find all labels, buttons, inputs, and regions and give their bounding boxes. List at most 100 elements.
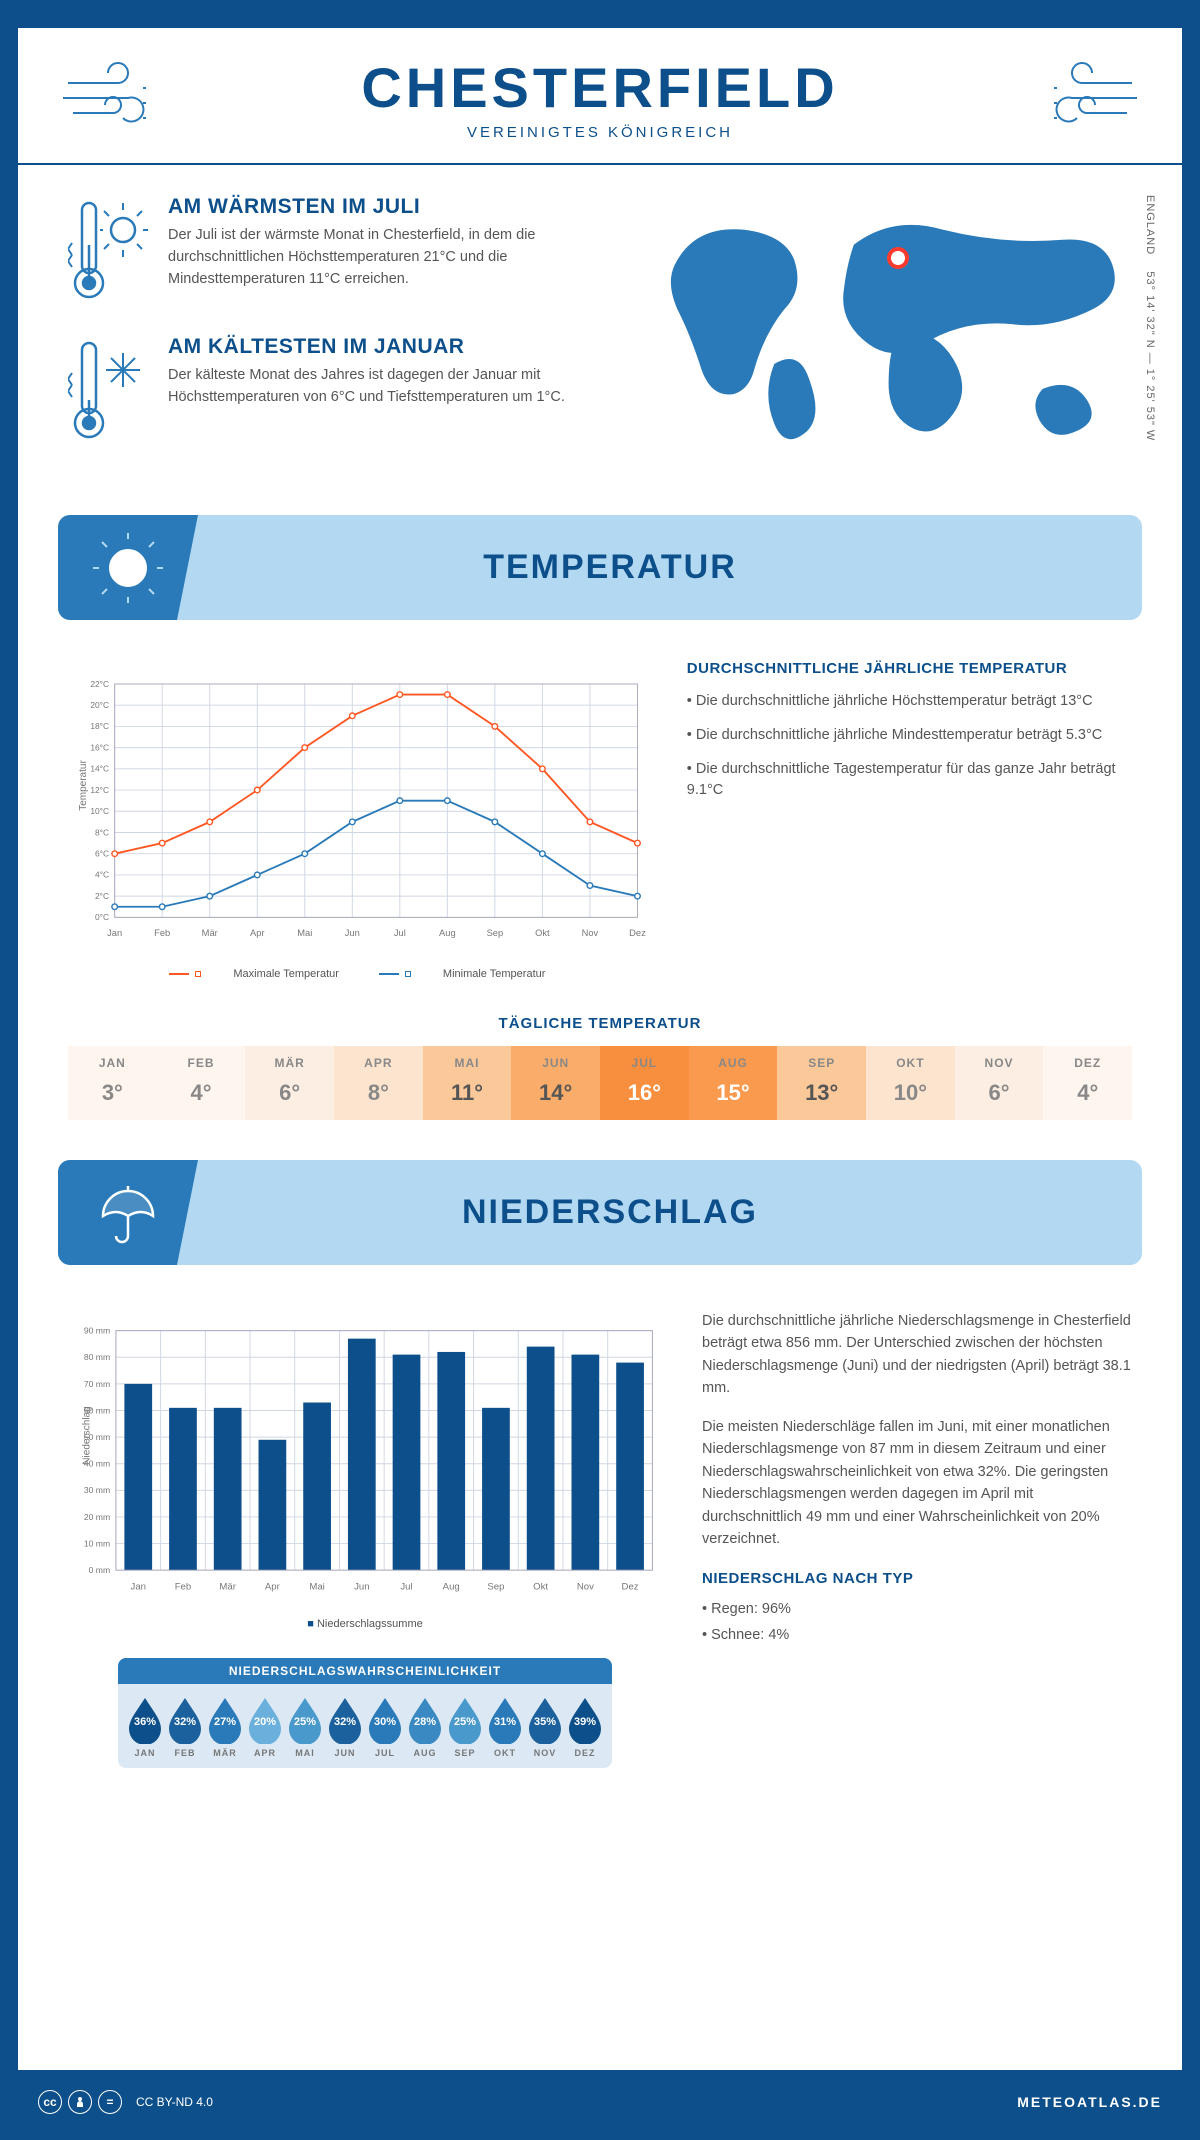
- svg-text:Dez: Dez: [622, 1581, 639, 1592]
- coordinates: ENGLAND 53° 14' 32" N — 1° 25' 53" W: [1144, 195, 1156, 441]
- wind-icon-left: [58, 53, 178, 143]
- svg-text:90 mm: 90 mm: [84, 1326, 110, 1336]
- wind-icon-right: [1022, 53, 1142, 143]
- umbrella-icon: [58, 1160, 198, 1265]
- section-banner-precip: NIEDERSCHLAG: [58, 1160, 1142, 1265]
- thermometer-snow-icon: [68, 335, 148, 450]
- temperature-summary: DURCHSCHNITTLICHE JÄHRLICHE TEMPERATUR •…: [687, 660, 1132, 980]
- daily-temp-cell: AUG15°: [689, 1046, 778, 1120]
- intro-section: AM WÄRMSTEN IM JULI Der Juli ist der wär…: [18, 165, 1182, 505]
- svg-text:2°C: 2°C: [95, 891, 109, 901]
- svg-text:14°C: 14°C: [90, 764, 109, 774]
- fact-coldest: AM KÄLTESTEN IM JANUAR Der kälteste Mona…: [68, 335, 615, 450]
- page-title: CHESTERFIELD: [178, 55, 1022, 120]
- svg-text:Okt: Okt: [535, 928, 550, 938]
- svg-text:Mär: Mär: [219, 1581, 236, 1592]
- svg-text:10 mm: 10 mm: [84, 1538, 110, 1548]
- svg-text:Jan: Jan: [131, 1581, 146, 1592]
- svg-text:4°C: 4°C: [95, 870, 109, 880]
- precip-prob-cell: 39%DEZ: [566, 1696, 604, 1758]
- svg-text:0 mm: 0 mm: [89, 1565, 111, 1575]
- daily-temp-cell: APR8°: [334, 1046, 423, 1120]
- svg-text:18°C: 18°C: [90, 721, 109, 731]
- precip-probability-panel: NIEDERSCHLAGSWAHRSCHEINLICHKEIT 36%JAN32…: [118, 1658, 612, 1768]
- svg-text:Mai: Mai: [309, 1581, 324, 1592]
- daily-temp-cell: NOV6°: [955, 1046, 1044, 1120]
- daily-temp-cell: OKT10°: [866, 1046, 955, 1120]
- daily-temp-cell: MÄR6°: [245, 1046, 334, 1120]
- precip-bar-chart: Niederschlag 0 mm10 mm20 mm30 mm40 mm50 …: [68, 1310, 662, 1798]
- svg-text:12°C: 12°C: [90, 785, 109, 795]
- precip-prob-cell: 30%JUL: [366, 1696, 404, 1758]
- svg-text:Aug: Aug: [439, 928, 456, 938]
- precip-prob-cell: 32%JUN: [326, 1696, 364, 1758]
- precip-summary: Die durchschnittliche jährliche Niedersc…: [702, 1310, 1132, 1798]
- daily-temp-cell: MAI11°: [423, 1046, 512, 1120]
- fact-warmest: AM WÄRMSTEN IM JULI Der Juli ist der wär…: [68, 195, 615, 310]
- footer: cc = CC BY-ND 4.0 METEOATLAS.DE: [18, 2082, 1182, 2122]
- precip-prob-cell: 25%SEP: [446, 1696, 484, 1758]
- cc-license-icons: cc = CC BY-ND 4.0: [38, 2090, 213, 2114]
- fact-cold-title: AM KÄLTESTEN IM JANUAR: [168, 335, 615, 359]
- svg-text:Nov: Nov: [582, 928, 599, 938]
- precip-prob-cell: 27%MÄR: [206, 1696, 244, 1758]
- svg-text:22°C: 22°C: [90, 679, 109, 689]
- svg-text:Sep: Sep: [487, 928, 504, 938]
- section-title-precip: NIEDERSCHLAG: [198, 1193, 1142, 1232]
- world-map: [645, 195, 1142, 459]
- svg-text:20°C: 20°C: [90, 700, 109, 710]
- svg-text:10°C: 10°C: [90, 806, 109, 816]
- bar-chart-legend: Niederschlagssumme: [68, 1618, 662, 1630]
- precip-prob-cell: 31%OKT: [486, 1696, 524, 1758]
- precip-prob-cell: 20%APR: [246, 1696, 284, 1758]
- svg-text:Jan: Jan: [107, 928, 122, 938]
- svg-text:Feb: Feb: [154, 928, 170, 938]
- svg-text:70 mm: 70 mm: [84, 1379, 110, 1389]
- svg-text:6°C: 6°C: [95, 849, 109, 859]
- svg-text:16°C: 16°C: [90, 742, 109, 752]
- daily-temp-cell: DEZ4°: [1043, 1046, 1132, 1120]
- sun-icon: [58, 515, 198, 620]
- footer-site: METEOATLAS.DE: [1017, 2094, 1162, 2110]
- daily-temp-cell: SEP13°: [777, 1046, 866, 1120]
- daily-temp-cell: FEB4°: [157, 1046, 246, 1120]
- svg-text:Dez: Dez: [629, 928, 646, 938]
- svg-text:Aug: Aug: [443, 1581, 460, 1592]
- svg-text:30 mm: 30 mm: [84, 1485, 110, 1495]
- svg-text:Apr: Apr: [250, 928, 265, 938]
- daily-temp-strip: JAN3°FEB4°MÄR6°APR8°MAI11°JUN14°JUL16°AU…: [68, 1046, 1132, 1120]
- precip-prob-cell: 32%FEB: [166, 1696, 204, 1758]
- line-chart-legend: Maximale Temperatur Minimale Temperatur: [68, 968, 647, 980]
- svg-text:Jun: Jun: [354, 1581, 369, 1592]
- svg-text:Mai: Mai: [297, 928, 312, 938]
- precip-prob-cell: 36%JAN: [126, 1696, 164, 1758]
- section-banner-temperature: TEMPERATUR: [58, 515, 1142, 620]
- svg-text:Apr: Apr: [265, 1581, 281, 1592]
- svg-text:Sep: Sep: [487, 1581, 504, 1592]
- thermometer-sun-icon: [68, 195, 148, 310]
- fact-warm-text: Der Juli ist der wärmste Monat in Cheste…: [168, 225, 615, 290]
- precip-prob-cell: 28%AUG: [406, 1696, 444, 1758]
- svg-text:80 mm: 80 mm: [84, 1352, 110, 1362]
- daily-temp-cell: JUN14°: [511, 1046, 600, 1120]
- svg-text:Okt: Okt: [533, 1581, 548, 1592]
- svg-text:Nov: Nov: [577, 1581, 594, 1592]
- svg-text:0°C: 0°C: [95, 912, 109, 922]
- svg-text:Jul: Jul: [400, 1581, 412, 1592]
- precip-prob-cell: 35%NOV: [526, 1696, 564, 1758]
- daily-temp-title: TÄGLICHE TEMPERATUR: [18, 1015, 1182, 1032]
- section-title-temperature: TEMPERATUR: [198, 548, 1142, 587]
- map-marker: [887, 247, 909, 269]
- svg-text:8°C: 8°C: [95, 827, 109, 837]
- header: CHESTERFIELD VEREINIGTES KÖNIGREICH: [18, 28, 1182, 165]
- page-subtitle: VEREINIGTES KÖNIGREICH: [178, 124, 1022, 141]
- fact-warm-title: AM WÄRMSTEN IM JULI: [168, 195, 615, 219]
- precip-prob-cell: 25%MAI: [286, 1696, 324, 1758]
- daily-temp-cell: JAN3°: [68, 1046, 157, 1120]
- svg-text:20 mm: 20 mm: [84, 1512, 110, 1522]
- svg-text:Jul: Jul: [394, 928, 406, 938]
- svg-text:Mär: Mär: [202, 928, 218, 938]
- svg-text:Feb: Feb: [175, 1581, 192, 1592]
- svg-text:Jun: Jun: [345, 928, 360, 938]
- daily-temp-cell: JUL16°: [600, 1046, 689, 1120]
